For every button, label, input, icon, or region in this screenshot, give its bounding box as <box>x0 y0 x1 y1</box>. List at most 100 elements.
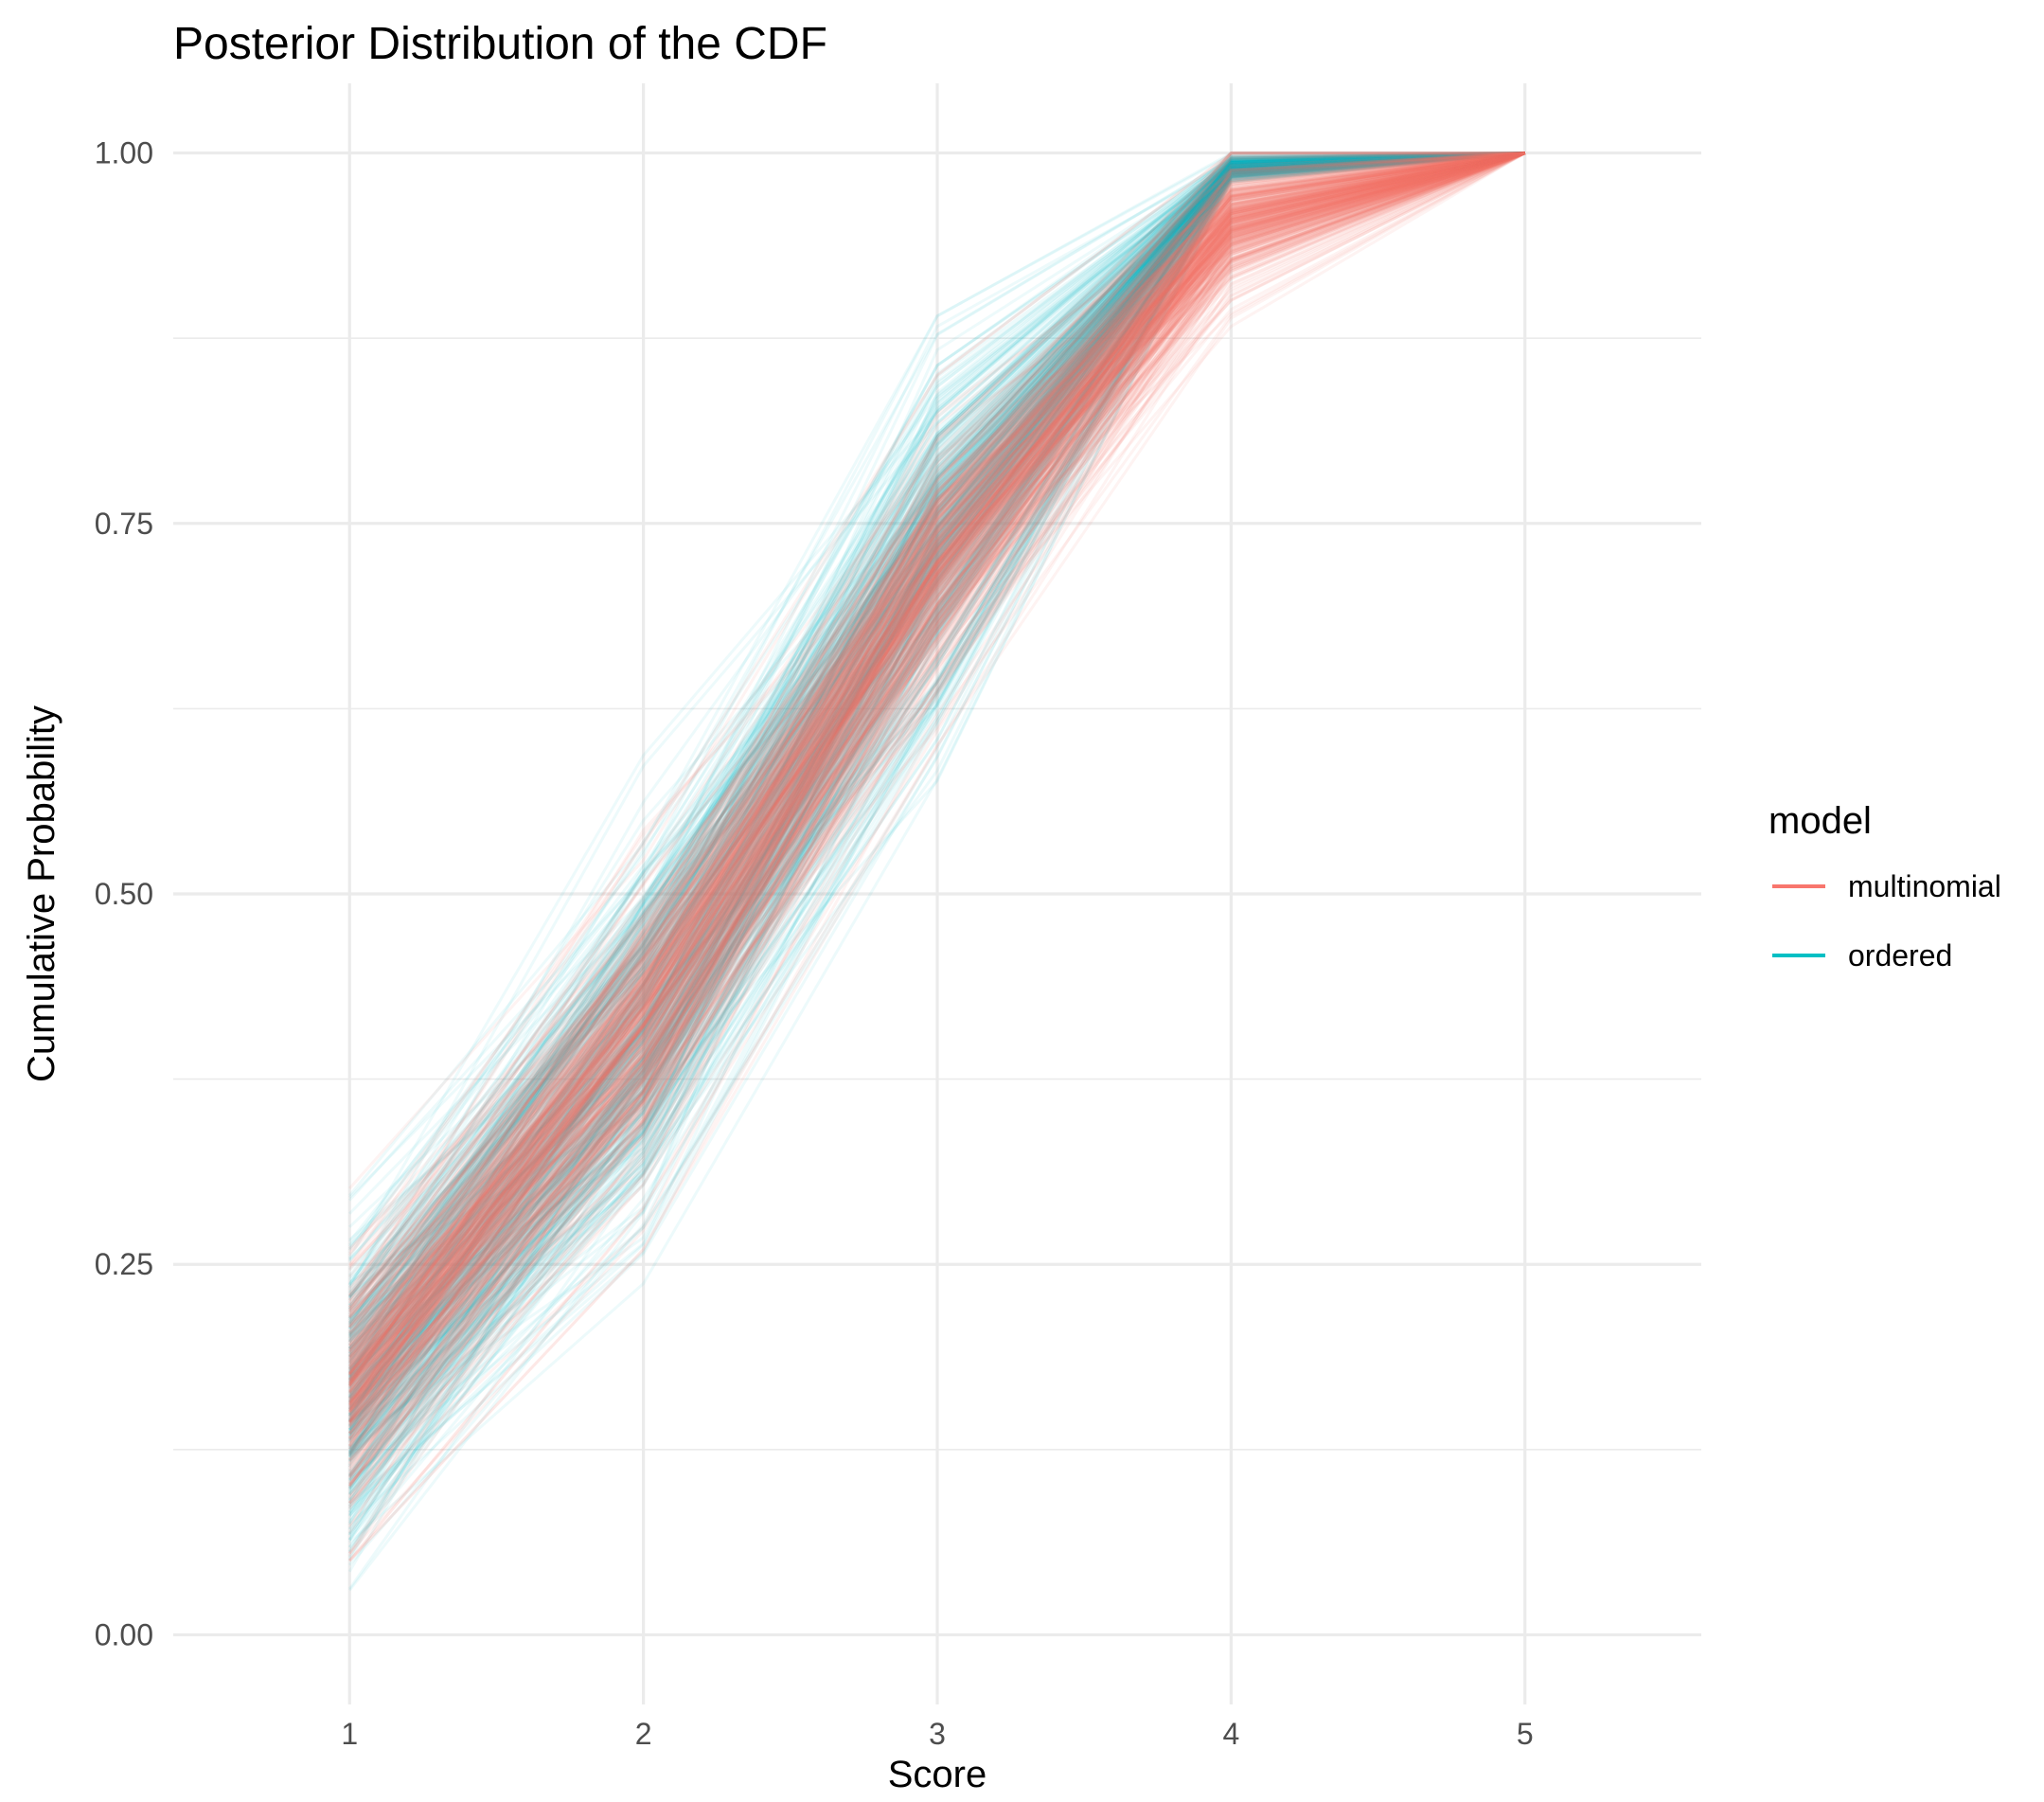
cdf-draw-ordered <box>347 152 1525 1454</box>
cdf-draw-multinomial <box>347 152 1525 1355</box>
cdf-draw-multinomial <box>348 152 1525 1329</box>
cdf-draw-ordered <box>348 152 1525 1400</box>
cdf-draw-multinomial <box>348 152 1526 1405</box>
cdf-draw-multinomial <box>348 152 1526 1316</box>
cdf-draw-multinomial <box>348 152 1526 1351</box>
cdf-draw-ordered <box>348 152 1525 1513</box>
cdf-draw-ordered <box>347 152 1525 1495</box>
cdf-draw-multinomial <box>348 152 1526 1430</box>
cdf-draw-multinomial <box>347 152 1525 1378</box>
cdf-draw-multinomial <box>348 152 1526 1562</box>
cdf-draw-multinomial <box>347 152 1526 1422</box>
cdf-draw-ordered <box>348 152 1525 1421</box>
cdf-draw-multinomial <box>348 152 1526 1562</box>
cdf-draw-multinomial <box>347 152 1525 1309</box>
cdf-draw-multinomial <box>348 152 1526 1418</box>
cdf-draw-ordered <box>347 152 1525 1335</box>
cdf-draw-ordered <box>348 152 1525 1337</box>
cdf-draw-multinomial <box>347 152 1526 1369</box>
cdf-draw-ordered <box>347 152 1525 1435</box>
cdf-draw-ordered <box>348 152 1525 1400</box>
cdf-draw-multinomial <box>348 152 1526 1367</box>
cdf-draw-ordered <box>347 152 1525 1441</box>
cdf-draw-multinomial <box>347 152 1525 1358</box>
cdf-draw-multinomial <box>347 152 1526 1461</box>
cdf-draw-multinomial <box>348 152 1525 1306</box>
cdf-draw-multinomial <box>347 152 1526 1405</box>
cdf-draw-multinomial <box>348 152 1526 1384</box>
cdf-draw-ordered <box>348 152 1525 1422</box>
cdf-draw-multinomial <box>348 152 1526 1475</box>
cdf-draw-multinomial <box>348 152 1526 1326</box>
cdf-draw-ordered <box>348 152 1525 1383</box>
cdf-draw-ordered <box>347 152 1525 1366</box>
cdf-draw-multinomial <box>348 152 1526 1383</box>
cdf-draw-ordered <box>347 152 1525 1347</box>
cdf-draw-ordered <box>348 152 1525 1326</box>
cdf-draw-multinomial <box>348 152 1526 1384</box>
cdf-draw-multinomial <box>348 152 1525 1272</box>
cdf-draw-ordered <box>347 152 1525 1399</box>
cdf-draw-multinomial <box>347 152 1526 1390</box>
cdf-draw-ordered <box>347 152 1525 1456</box>
cdf-draw-multinomial <box>347 152 1526 1457</box>
cdf-draw-ordered <box>347 152 1525 1347</box>
cdf-draw-ordered <box>347 152 1525 1420</box>
cdf-draw-ordered <box>348 152 1525 1311</box>
cdf-draw-multinomial <box>347 152 1526 1337</box>
cdf-draw-ordered <box>347 152 1525 1494</box>
cdf-draw-multinomial <box>348 152 1526 1555</box>
cdf-draw-ordered <box>347 152 1525 1418</box>
cdf-draw-multinomial <box>347 152 1526 1400</box>
cdf-draw-multinomial <box>348 152 1526 1350</box>
cdf-draw-ordered <box>348 152 1525 1403</box>
cdf-draw-multinomial <box>348 152 1525 1377</box>
cdf-draw-multinomial <box>347 152 1526 1385</box>
cdf-draw-multinomial <box>348 152 1525 1190</box>
cdf-draw-multinomial <box>348 152 1526 1423</box>
cdf-draw-multinomial <box>348 152 1525 1319</box>
cdf-draw-ordered <box>348 152 1525 1337</box>
cdf-draw-ordered <box>348 152 1525 1398</box>
cdf-draw-ordered <box>347 152 1525 1383</box>
cdf-draw-multinomial <box>348 152 1526 1347</box>
cdf-draw-ordered <box>347 152 1525 1553</box>
cdf-draw-ordered <box>348 152 1525 1339</box>
cdf-draw-multinomial <box>347 152 1526 1350</box>
cdf-draw-ordered <box>348 152 1525 1298</box>
cdf-draw-ordered <box>348 152 1525 1455</box>
cdf-draw-ordered <box>348 152 1525 1367</box>
series-ordered <box>347 152 1525 1592</box>
cdf-draw-multinomial <box>347 152 1526 1368</box>
cdf-draw-ordered <box>347 152 1525 1325</box>
cdf-draw-ordered <box>347 152 1525 1482</box>
cdf-draw-multinomial <box>348 152 1526 1347</box>
cdf-draw-multinomial <box>347 152 1526 1418</box>
cdf-draw-ordered <box>347 152 1525 1381</box>
cdf-draw-ordered <box>348 152 1525 1372</box>
cdf-draw-ordered <box>348 152 1525 1480</box>
cdf-draw-multinomial <box>348 152 1525 1296</box>
cdf-draw-multinomial <box>348 152 1526 1405</box>
cdf-draw-multinomial <box>348 152 1526 1364</box>
cdf-draw-multinomial <box>347 152 1526 1474</box>
cdf-draw-ordered <box>347 152 1525 1514</box>
cdf-draw-ordered <box>348 152 1525 1328</box>
cdf-draw-multinomial <box>347 152 1526 1386</box>
cdf-draw-ordered <box>348 152 1525 1358</box>
cdf-draw-multinomial <box>348 152 1526 1382</box>
cdf-draw-ordered <box>348 152 1525 1378</box>
cdf-draw-ordered <box>348 152 1525 1336</box>
cdf-draw-multinomial <box>348 152 1525 1308</box>
cdf-draw-ordered <box>348 152 1525 1322</box>
cdf-draw-multinomial <box>347 152 1525 1340</box>
cdf-draw-multinomial <box>348 152 1526 1411</box>
cdf-draw-ordered <box>348 152 1525 1455</box>
cdf-draw-multinomial <box>347 152 1526 1389</box>
cdf-draw-multinomial <box>348 152 1526 1395</box>
cdf-draw-multinomial <box>348 152 1526 1374</box>
cdf-draw-ordered <box>348 152 1525 1443</box>
cdf-draw-multinomial <box>348 152 1526 1407</box>
cdf-draw-ordered <box>348 152 1525 1394</box>
cdf-draw-ordered <box>347 152 1525 1432</box>
